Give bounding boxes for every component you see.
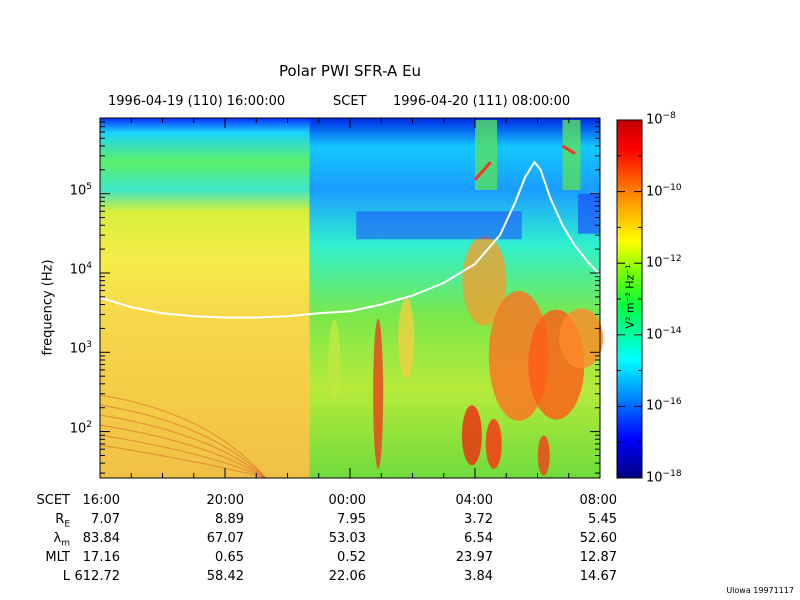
table-cell: 23.97 [455,550,493,565]
colorbar-label: V² m⁻² Hz⁻¹ [623,264,637,329]
colorbar-tick-label: 10−14 [646,325,682,343]
spectral-feature [462,235,507,326]
table-cell: 12.87 [579,550,617,565]
spectral-feature [328,319,341,400]
table-cell: 612.72 [74,569,121,584]
y-tick-label: 105 [69,181,92,198]
table-cell: 52.60 [579,531,617,546]
colorbar-ticks [617,119,642,479]
spectral-feature [99,434,266,479]
table-cell: 7.07 [91,512,120,527]
table-cell: 04:00 [455,493,493,508]
table-cell: 53.03 [328,531,366,546]
overlay-line-layer [99,160,601,319]
spectral-feature [99,394,267,479]
credit-text: Ulowa 19971117 [726,586,794,595]
table-cell: 14.67 [579,569,617,584]
header-start-time: 1996-04-19 (110) 16:00:00 [108,94,286,109]
table-cell: 58.42 [206,569,244,584]
spectral-feature [99,424,266,479]
spectral-feature [99,414,267,479]
colorbar-tick-label: 10−16 [646,397,682,414]
table-row-label: λm [53,531,70,549]
colorbar-tick-label: 10−18 [646,469,682,486]
table-row-label: MLT [45,550,70,565]
colorbar-tick-label: 10−8 [646,111,676,128]
table-cell: 8.89 [215,512,244,527]
spectral-feature [99,444,266,479]
table-cell: 0.52 [337,550,366,565]
table-cell: 7.95 [337,512,366,527]
spectral-feature [99,404,267,479]
table-cell: 3.84 [464,569,493,584]
table-cell: 67.07 [206,531,244,546]
spectral-feature [578,193,600,234]
spectral-feature [473,161,492,181]
y-tick-label: 102 [69,419,92,436]
spectral-feature [561,144,576,155]
table-cell: 83.84 [82,531,120,546]
y-tick-label: 104 [69,260,92,278]
spectrogram-streaks [99,120,604,479]
colorbar-tick-label: 10−12 [646,254,682,271]
colorbar-tick-label: 10−10 [646,182,682,199]
table-cell: 5.45 [588,512,617,527]
table-cell: 0.65 [215,550,244,565]
spectral-feature [398,298,415,379]
table-row-label: RE [55,512,70,530]
plot-frame [99,117,601,479]
table-cell: 00:00 [328,493,366,508]
table-row-label: SCET [36,493,70,508]
overlay-line [99,160,601,319]
table-cell: 6.54 [464,531,493,546]
table-cell: 08:00 [579,493,617,508]
spectral-feature [475,120,497,190]
header-scet: SCET [333,94,367,109]
chart-title: Polar PWI SFR-A Eu [278,62,422,80]
y-tick-label: 103 [69,340,92,357]
spectral-feature [461,405,482,466]
header-end-time: 1996-04-20 (111) 08:00:00 [393,94,571,109]
spectral-feature [485,418,502,469]
spectrogram-region-right [309,118,600,478]
table-cell: 17.16 [82,550,120,565]
table-cell: 22.06 [328,569,366,584]
spectral-feature [537,435,550,476]
table-cell: 16:00 [82,493,120,508]
spectral-feature [562,120,581,190]
table-cell: 3.72 [464,512,493,527]
spectral-feature [356,211,522,240]
spectrogram-region-left [100,118,310,478]
table-cell: 20:00 [206,493,244,508]
spectral-feature [373,318,384,469]
table-row-label: L [62,569,70,584]
spectral-feature [559,308,604,369]
